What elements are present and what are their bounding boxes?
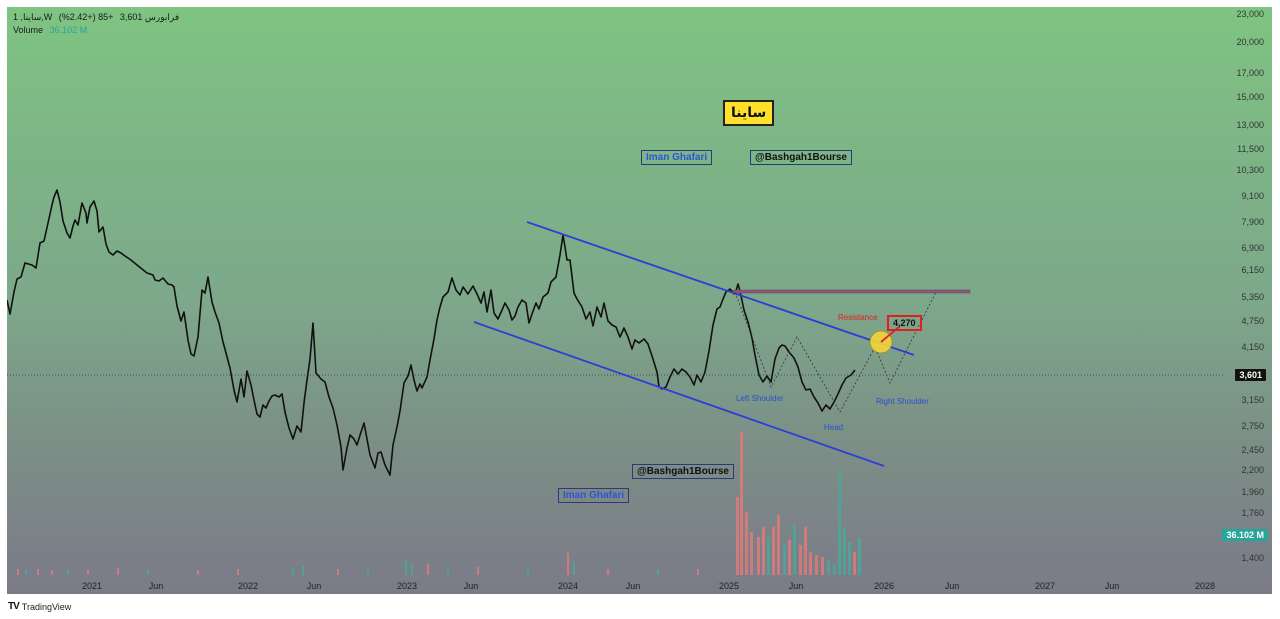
volume-row: Volume 36.102 M [13, 24, 179, 37]
resistance-label: Resistance [838, 313, 878, 322]
y-tick: 2,450 [1241, 445, 1264, 455]
volume-value: 36.102 M [49, 25, 88, 35]
price-line [7, 189, 856, 476]
handle-watermark-bottom: @Bashgah1Bourse [632, 464, 734, 479]
y-tick: 6,900 [1241, 243, 1264, 253]
y-tick: 10,300 [1236, 165, 1264, 175]
x-tick: Jun [944, 581, 960, 591]
x-tick: Jun [463, 581, 479, 591]
y-tick: 3,150 [1241, 395, 1264, 405]
resistance-line[interactable] [732, 289, 971, 294]
x-tick: 2022 [237, 581, 259, 591]
price-change: +85 (+2.42%) [58, 12, 114, 22]
y-tick: 2,200 [1241, 465, 1264, 475]
x-tick: 2028 [1194, 581, 1216, 591]
target-price-label: 4,270 [887, 315, 922, 331]
chart-pane[interactable]: 1 ,ساینا,W فرابورس 3,601 +85 (+2.42%) Vo… [7, 7, 1272, 594]
tradingview-brand: TradingView [21, 601, 72, 612]
right-shoulder-label: Right Shoulder [876, 397, 929, 406]
exchange-name: فرابورس [144, 12, 180, 22]
y-tick: 13,000 [1236, 120, 1264, 130]
projected-pattern-path [734, 291, 937, 413]
volume-bars [17, 432, 861, 575]
x-tick: Jun [1104, 581, 1120, 591]
x-tick: 2027 [1034, 581, 1056, 591]
x-tick: Jun [625, 581, 641, 591]
y-tick: 17,000 [1236, 68, 1264, 78]
y-tick: 7,900 [1241, 217, 1264, 227]
symbol-name: 1 ,ساینا,W [13, 12, 53, 22]
author-watermark-bottom: Iman Ghafari [558, 488, 630, 503]
head-label: Head [824, 423, 844, 432]
chart-legend: 1 ,ساینا,W فرابورس 3,601 +85 (+2.42%) Vo… [13, 11, 179, 37]
tradingview-footer[interactable]: TV TradingView [8, 601, 71, 612]
x-tick: 2026 [873, 581, 895, 591]
y-tick: 1,960 [1241, 487, 1264, 497]
x-tick: 2025 [718, 581, 740, 591]
last-price: 3,601 [119, 12, 143, 22]
y-tick: 11,500 [1237, 144, 1264, 154]
x-tick: 2021 [81, 581, 103, 591]
y-tick: 5,350 [1241, 292, 1264, 302]
x-tick: Jun [306, 581, 322, 591]
y-tick: 15,000 [1236, 92, 1264, 102]
symbol-row: 1 ,ساینا,W فرابورس 3,601 +85 (+2.42%) [13, 11, 179, 24]
handle-watermark-top: @Bashgah1Bourse [750, 150, 852, 165]
y-tick: 1,400 [1241, 553, 1264, 563]
y-tick: 4,150 [1241, 342, 1264, 352]
y-tick: 4,750 [1241, 316, 1264, 326]
y-tick: 20,000 [1236, 37, 1264, 47]
tradingview-logo-icon: TV [8, 601, 20, 612]
x-tick: Jun [788, 581, 804, 591]
channel-lower-line[interactable] [473, 321, 885, 467]
symbol-title-badge: ساینا [723, 100, 775, 126]
x-tick: 2024 [557, 581, 579, 591]
last-price-tag: 3,601 [1235, 369, 1266, 381]
volume-tag: 36.102 M [1222, 529, 1268, 541]
y-tick: 6,150 [1241, 265, 1264, 275]
x-tick: 2023 [396, 581, 418, 591]
channel-upper-line[interactable] [526, 221, 915, 356]
y-tick: 2,750 [1241, 421, 1264, 431]
price-plot[interactable] [7, 7, 1272, 594]
author-watermark-top: Iman Ghafari [641, 150, 713, 165]
y-tick: 9,100 [1241, 191, 1264, 201]
left-shoulder-label: Left Shoulder [736, 394, 784, 403]
y-tick: 23,000 [1236, 9, 1264, 19]
volume-label: Volume [13, 25, 44, 35]
x-tick: Jun [148, 581, 164, 591]
y-tick: 1,760 [1241, 508, 1264, 518]
